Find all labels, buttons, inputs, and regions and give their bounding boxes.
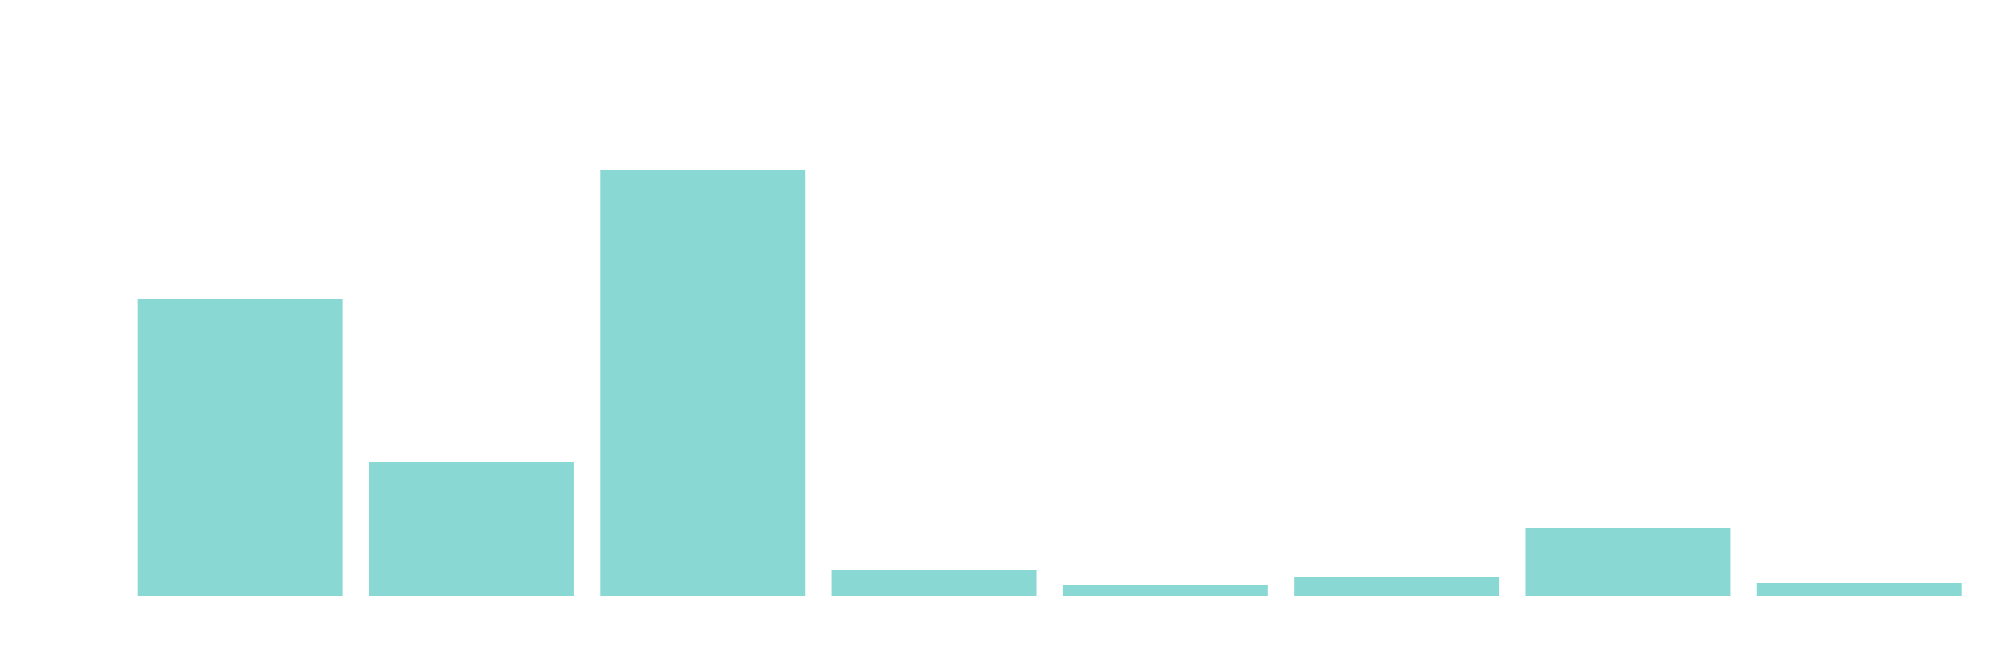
bar	[1294, 577, 1500, 596]
bar	[831, 570, 1037, 596]
bar	[600, 170, 806, 596]
bar	[1062, 585, 1268, 596]
bar	[368, 462, 574, 596]
bar	[137, 299, 343, 596]
bar	[1525, 528, 1731, 596]
bar	[1756, 583, 1962, 596]
